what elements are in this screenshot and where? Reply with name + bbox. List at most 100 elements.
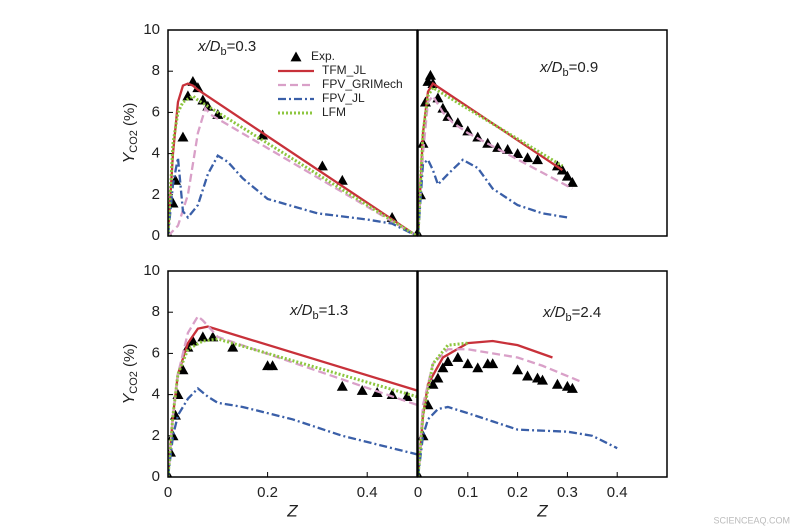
- x-tick-label: 0.3: [557, 484, 578, 501]
- series-line: [418, 339, 553, 477]
- panel-label-part: b: [313, 310, 319, 322]
- x-tick-label: 0: [414, 484, 422, 501]
- series-line: [418, 157, 568, 236]
- exp-marker: [487, 358, 499, 369]
- series-line: [168, 337, 417, 477]
- y-axis-label-part: CO2: [128, 130, 140, 153]
- exp-marker: [427, 378, 439, 389]
- panel-label: x/Db=0.3: [197, 38, 256, 58]
- y-tick-label: 0: [152, 468, 160, 485]
- series-line: [418, 341, 468, 477]
- panel-label-part: =2.4: [572, 304, 602, 321]
- panel-label-part: x/D: [197, 38, 221, 55]
- legend-label: Exp.: [311, 49, 335, 63]
- exp-marker: [462, 125, 474, 136]
- y-axis-label-part: Y: [121, 151, 138, 163]
- panel-label-part: =0.9: [569, 59, 599, 76]
- y-tick-label: 4: [152, 386, 160, 403]
- exp-marker: [462, 358, 474, 369]
- y-tick-label: 2: [152, 427, 160, 444]
- panel: 0 2 4 6 8 10 YCO2 (%) x/Db=0.3 Exp.TFM_JLFPV_GRI…: [121, 21, 418, 244]
- exp-marker: [442, 356, 454, 367]
- panel-label-part: b: [566, 312, 572, 324]
- exp-marker: [502, 143, 514, 154]
- exp-marker: [522, 152, 534, 163]
- x-tick-label: 0.4: [357, 484, 378, 501]
- frame: [417, 29, 668, 237]
- panel-label-part: =0.3: [227, 38, 257, 55]
- x-tick-label: 0.4: [607, 484, 628, 501]
- exp-marker: [267, 360, 279, 371]
- panel: 0 2 4 6 8 10 0 0.2 0.4 Z YCO2 (%) x/Db=1.3: [121, 262, 418, 520]
- exp-marker: [432, 372, 444, 383]
- y-tick-label: 4: [152, 145, 160, 162]
- y-tick-label: 0: [152, 227, 160, 244]
- exp-marker: [177, 131, 189, 142]
- legend-label: FPV_GRIMech: [322, 77, 403, 91]
- y-axis-label-part: CO2: [128, 371, 140, 394]
- series-line: [168, 386, 417, 477]
- exp-marker: [566, 382, 578, 393]
- x-tick-label: 0: [164, 484, 172, 501]
- series-line: [418, 85, 564, 236]
- exp-marker: [566, 176, 578, 187]
- x-axis-label: Z: [286, 501, 298, 520]
- exp-marker: [336, 174, 348, 185]
- series-line: [168, 325, 417, 477]
- exp-marker: [336, 380, 348, 391]
- plot-area: [168, 314, 417, 477]
- panel: 0 0.1 0.2 0.3 0.4 Zx/Db=2.4: [414, 270, 668, 520]
- series-line: [168, 105, 417, 236]
- x-tick-label: 0.2: [507, 484, 528, 501]
- exp-marker: [512, 148, 524, 158]
- plot-area: [418, 69, 578, 236]
- series-line: [418, 348, 583, 477]
- x-tick-label: 0.1: [457, 484, 478, 501]
- series-line: [168, 94, 417, 236]
- plot-area: [168, 76, 417, 236]
- plot-area: [418, 339, 618, 477]
- exp-marker: [177, 364, 189, 375]
- panel-label: x/Db=2.4: [542, 304, 601, 324]
- legend-label: TFM_JL: [322, 63, 366, 77]
- y-tick-label: 8: [152, 62, 160, 79]
- series-line: [168, 82, 417, 236]
- exp-marker: [192, 82, 204, 93]
- exp-marker: [437, 102, 449, 113]
- y-axis-label-part: (%): [121, 344, 138, 372]
- y-axis-label-part: (%): [121, 103, 138, 131]
- exp-marker: [442, 111, 454, 121]
- panel-label-part: b: [221, 46, 227, 58]
- frame: [167, 270, 418, 478]
- x-axis-label: Z: [536, 501, 548, 520]
- y-tick-label: 8: [152, 303, 160, 320]
- panel-label-part: x/D: [542, 304, 566, 321]
- exp-marker: [452, 352, 464, 362]
- frame: [167, 29, 418, 237]
- panel-label-part: =1.3: [319, 302, 349, 319]
- exp-marker: [437, 362, 449, 373]
- panel-label-part: x/D: [289, 302, 313, 319]
- series-line: [418, 405, 618, 477]
- y-tick-label: 10: [143, 262, 160, 279]
- exp-marker: [452, 117, 464, 128]
- series-line: [418, 81, 564, 236]
- exp-marker: [187, 335, 199, 346]
- panel-label: x/Db=1.3: [289, 302, 348, 322]
- exp-marker: [401, 391, 413, 402]
- exp-marker: [227, 341, 239, 352]
- watermark: SCIENCEAQ.COM: [713, 515, 790, 525]
- y-tick-label: 2: [152, 186, 160, 203]
- panel-label: x/Db=0.9: [539, 59, 598, 79]
- series-line: [418, 93, 573, 236]
- y-tick-label: 6: [152, 344, 160, 361]
- panel: x/Db=0.9: [417, 29, 668, 237]
- x-tick-label: 0.2: [257, 484, 278, 501]
- exp-marker: [512, 364, 524, 375]
- panel-label-part: b: [563, 67, 569, 79]
- y-tick-label: 10: [143, 21, 160, 38]
- exp-marker: [424, 69, 436, 80]
- legend-marker: [290, 51, 302, 62]
- exp-marker: [532, 154, 544, 165]
